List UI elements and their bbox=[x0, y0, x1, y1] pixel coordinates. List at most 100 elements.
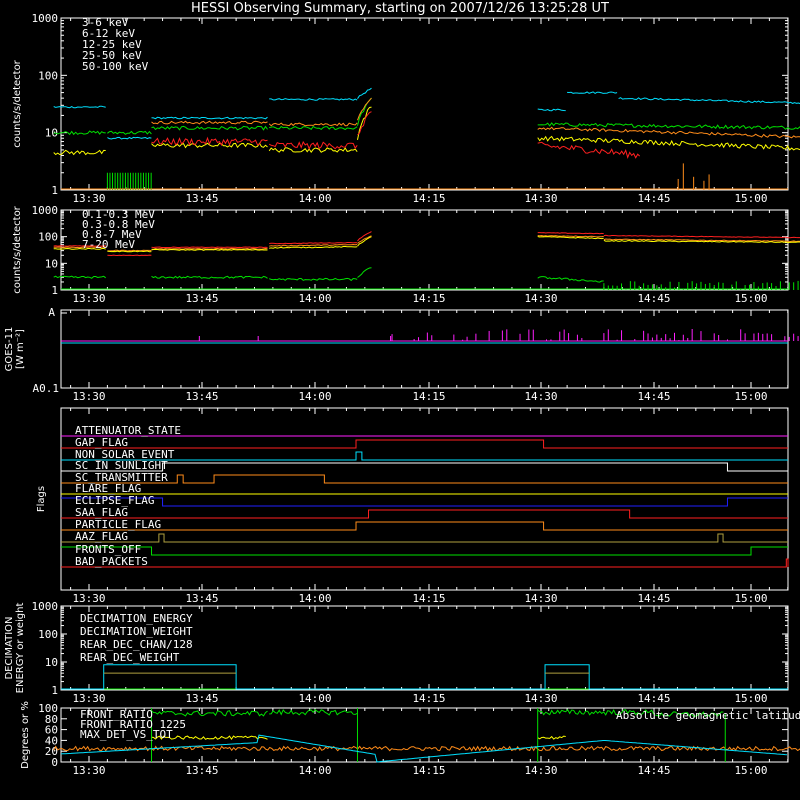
x-tick-label: 14:00 bbox=[298, 292, 331, 305]
y-tick-label: 100 bbox=[38, 628, 58, 641]
y-tick-label: A bbox=[48, 306, 55, 319]
x-tick-label: 14:00 bbox=[298, 592, 331, 605]
legend-entry: 0.8-7 MeV bbox=[82, 228, 142, 241]
legend-entry: 12-25 keV bbox=[82, 38, 142, 51]
y-tick-label: 60 bbox=[45, 724, 58, 737]
series-line bbox=[53, 231, 800, 257]
x-tick-label: 14:00 bbox=[298, 764, 331, 777]
flag-line bbox=[61, 533, 788, 543]
x-tick-label: 14:45 bbox=[637, 592, 670, 605]
legend-entry: 6-12 keV bbox=[82, 27, 135, 40]
series-line bbox=[53, 234, 800, 252]
x-tick-label: 13:30 bbox=[72, 292, 105, 305]
x-tick-label: 13:45 bbox=[185, 192, 218, 205]
flag-label: FLARE_FLAG bbox=[75, 482, 141, 495]
x-tick-label: 14:45 bbox=[637, 692, 670, 705]
flag-line bbox=[61, 462, 788, 472]
geomagnetic-latitude-line bbox=[60, 734, 788, 763]
y-tick-label: 10 bbox=[45, 257, 58, 270]
x-tick-label: 13:30 bbox=[72, 592, 105, 605]
flag-label: BAD_PACKETS bbox=[75, 555, 148, 568]
plot-title: HESSI Observing Summary, starting on 200… bbox=[191, 1, 609, 16]
flag-line bbox=[61, 558, 789, 568]
y-axis-label: counts/s/detector bbox=[12, 59, 23, 147]
x-tick-label: 14:00 bbox=[298, 390, 331, 403]
rear-dec-chan-line bbox=[61, 664, 788, 690]
legend-entry: 0.3-0.8 MeV bbox=[82, 218, 155, 231]
panel-frame bbox=[60, 309, 789, 389]
x-tick-label: 14:15 bbox=[412, 192, 445, 205]
x-tick-label: 14:30 bbox=[524, 592, 557, 605]
series-line bbox=[53, 106, 800, 156]
panel-frame bbox=[60, 407, 789, 591]
flag-label: SC_IN_SUNLIGHT bbox=[75, 459, 168, 472]
x-tick-label: 14:30 bbox=[524, 292, 557, 305]
x-tick-label: 13:45 bbox=[185, 292, 218, 305]
flag-line bbox=[61, 439, 788, 449]
x-tick-label: 14:15 bbox=[412, 692, 445, 705]
x-tick-label: 14:30 bbox=[524, 192, 557, 205]
x-tick-label: 14:45 bbox=[637, 390, 670, 403]
series-line bbox=[151, 735, 566, 741]
series-line bbox=[53, 267, 604, 283]
legend-entry: DECIMATION_WEIGHT bbox=[80, 625, 193, 638]
legend-entry: Absolute geomagnetic latitude bbox=[616, 709, 800, 722]
y-tick-label: 10 bbox=[45, 127, 58, 140]
y-tick-label: 1 bbox=[51, 184, 58, 197]
flag-label: ECLIPSE_FLAG bbox=[75, 494, 154, 507]
legend-entry: REAR_DEC_CHAN/128 bbox=[80, 638, 193, 651]
x-tick-label: 13:45 bbox=[185, 764, 218, 777]
panel-frame bbox=[60, 209, 789, 291]
y-tick-label: 100 bbox=[38, 702, 58, 715]
y-axis-label: Flags bbox=[36, 486, 47, 512]
y-tick-label: A0.1 bbox=[33, 382, 60, 395]
series-line bbox=[151, 97, 800, 139]
y-tick-label: 40 bbox=[45, 734, 58, 747]
y-axis-label: DECIMATION bbox=[4, 616, 15, 679]
y-tick-label: 1000 bbox=[32, 600, 59, 613]
panel-frame bbox=[60, 605, 789, 691]
x-tick-label: 15:00 bbox=[734, 764, 767, 777]
flag-line bbox=[61, 474, 788, 484]
x-tick-label: 14:30 bbox=[524, 764, 557, 777]
x-tick-label: 13:45 bbox=[185, 592, 218, 605]
y-axis-label: ENERGY or weight bbox=[15, 603, 26, 694]
flag-line bbox=[61, 451, 788, 461]
x-tick-label: 14:15 bbox=[412, 764, 445, 777]
legend-entry: FRONT_RATIO bbox=[80, 708, 153, 721]
y-tick-label: 0 bbox=[51, 756, 58, 769]
y-axis-label: Degrees or % bbox=[20, 701, 31, 769]
x-tick-label: 14:15 bbox=[412, 592, 445, 605]
x-tick-label: 13:30 bbox=[72, 192, 105, 205]
x-tick-label: 13:45 bbox=[185, 692, 218, 705]
series-line bbox=[151, 111, 641, 159]
legend-entry: DECIMATION_ENERGY bbox=[80, 612, 193, 625]
y-tick-label: 10 bbox=[45, 656, 58, 669]
flag-label: PARTICLE_FLAG bbox=[75, 518, 161, 531]
y-tick-label: 80 bbox=[45, 713, 58, 726]
flag-line bbox=[61, 497, 788, 507]
legend-entry: 25-50 keV bbox=[82, 49, 142, 62]
flag-label: FRONTS_OFF bbox=[75, 543, 141, 556]
legend-entry: 3-6 keV bbox=[82, 16, 129, 29]
y-tick-label: 100 bbox=[38, 69, 58, 82]
series-line bbox=[53, 87, 800, 140]
flag-label: ATTENUATOR_STATE bbox=[75, 424, 181, 437]
y-axis-label: counts/s/detector bbox=[12, 205, 23, 293]
y-axis-label: GOES-11 bbox=[4, 327, 15, 372]
legend-entry: MAX_DET_VS_TOT bbox=[80, 728, 173, 741]
series-line bbox=[53, 97, 800, 136]
x-tick-label: 14:15 bbox=[412, 390, 445, 403]
x-tick-label: 13:30 bbox=[72, 692, 105, 705]
x-tick-label: 14:00 bbox=[298, 692, 331, 705]
y-tick-label: 100 bbox=[38, 231, 58, 244]
legend-entry: 7-20 MeV bbox=[82, 238, 135, 251]
x-tick-label: 13:30 bbox=[72, 764, 105, 777]
legend-entry: 0.1-0.3 MeV bbox=[82, 208, 155, 221]
flag-label: NON_SOLAR_EVENT bbox=[75, 448, 175, 461]
flag-label: GAP_FLAG bbox=[75, 436, 128, 449]
legend-entry: REAR_DEC_WEIGHT bbox=[80, 651, 180, 664]
x-tick-label: 15:00 bbox=[734, 692, 767, 705]
